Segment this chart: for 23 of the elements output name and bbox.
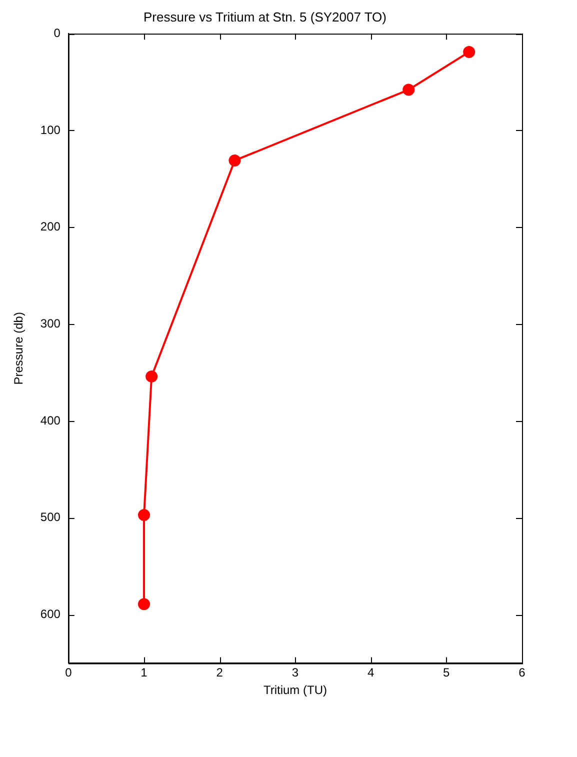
point [463, 46, 476, 58]
y-tick-label: 0 [54, 26, 61, 40]
x-tick-label: 0 [65, 666, 72, 680]
x-tick-label: 6 [518, 666, 526, 680]
y-tick-label: 100 [40, 122, 61, 137]
y-tick-label: 500 [40, 510, 61, 524]
point [228, 154, 241, 166]
y-axis-title: Pressure (db) [12, 312, 26, 385]
point [138, 509, 150, 521]
point [402, 84, 415, 96]
x-axis-title: Tritium (TU) [263, 683, 327, 698]
x-tick-label: 5 [443, 666, 450, 680]
x-tick-label: 1 [140, 666, 148, 680]
y-tick-label: 600 [40, 607, 61, 622]
chart-title: Pressure vs Tritium at Stn. 5 (SY2007 TO) [143, 9, 387, 24]
point [138, 598, 150, 610]
y-tick-label: 300 [40, 316, 61, 330]
x-tick-label: 4 [367, 666, 374, 680]
point [146, 370, 158, 382]
x-tick-label: 3 [292, 666, 299, 680]
y-tick-label: 200 [40, 220, 61, 234]
x-tick-label: 2 [216, 666, 224, 680]
y-tick-label: 400 [40, 413, 61, 428]
